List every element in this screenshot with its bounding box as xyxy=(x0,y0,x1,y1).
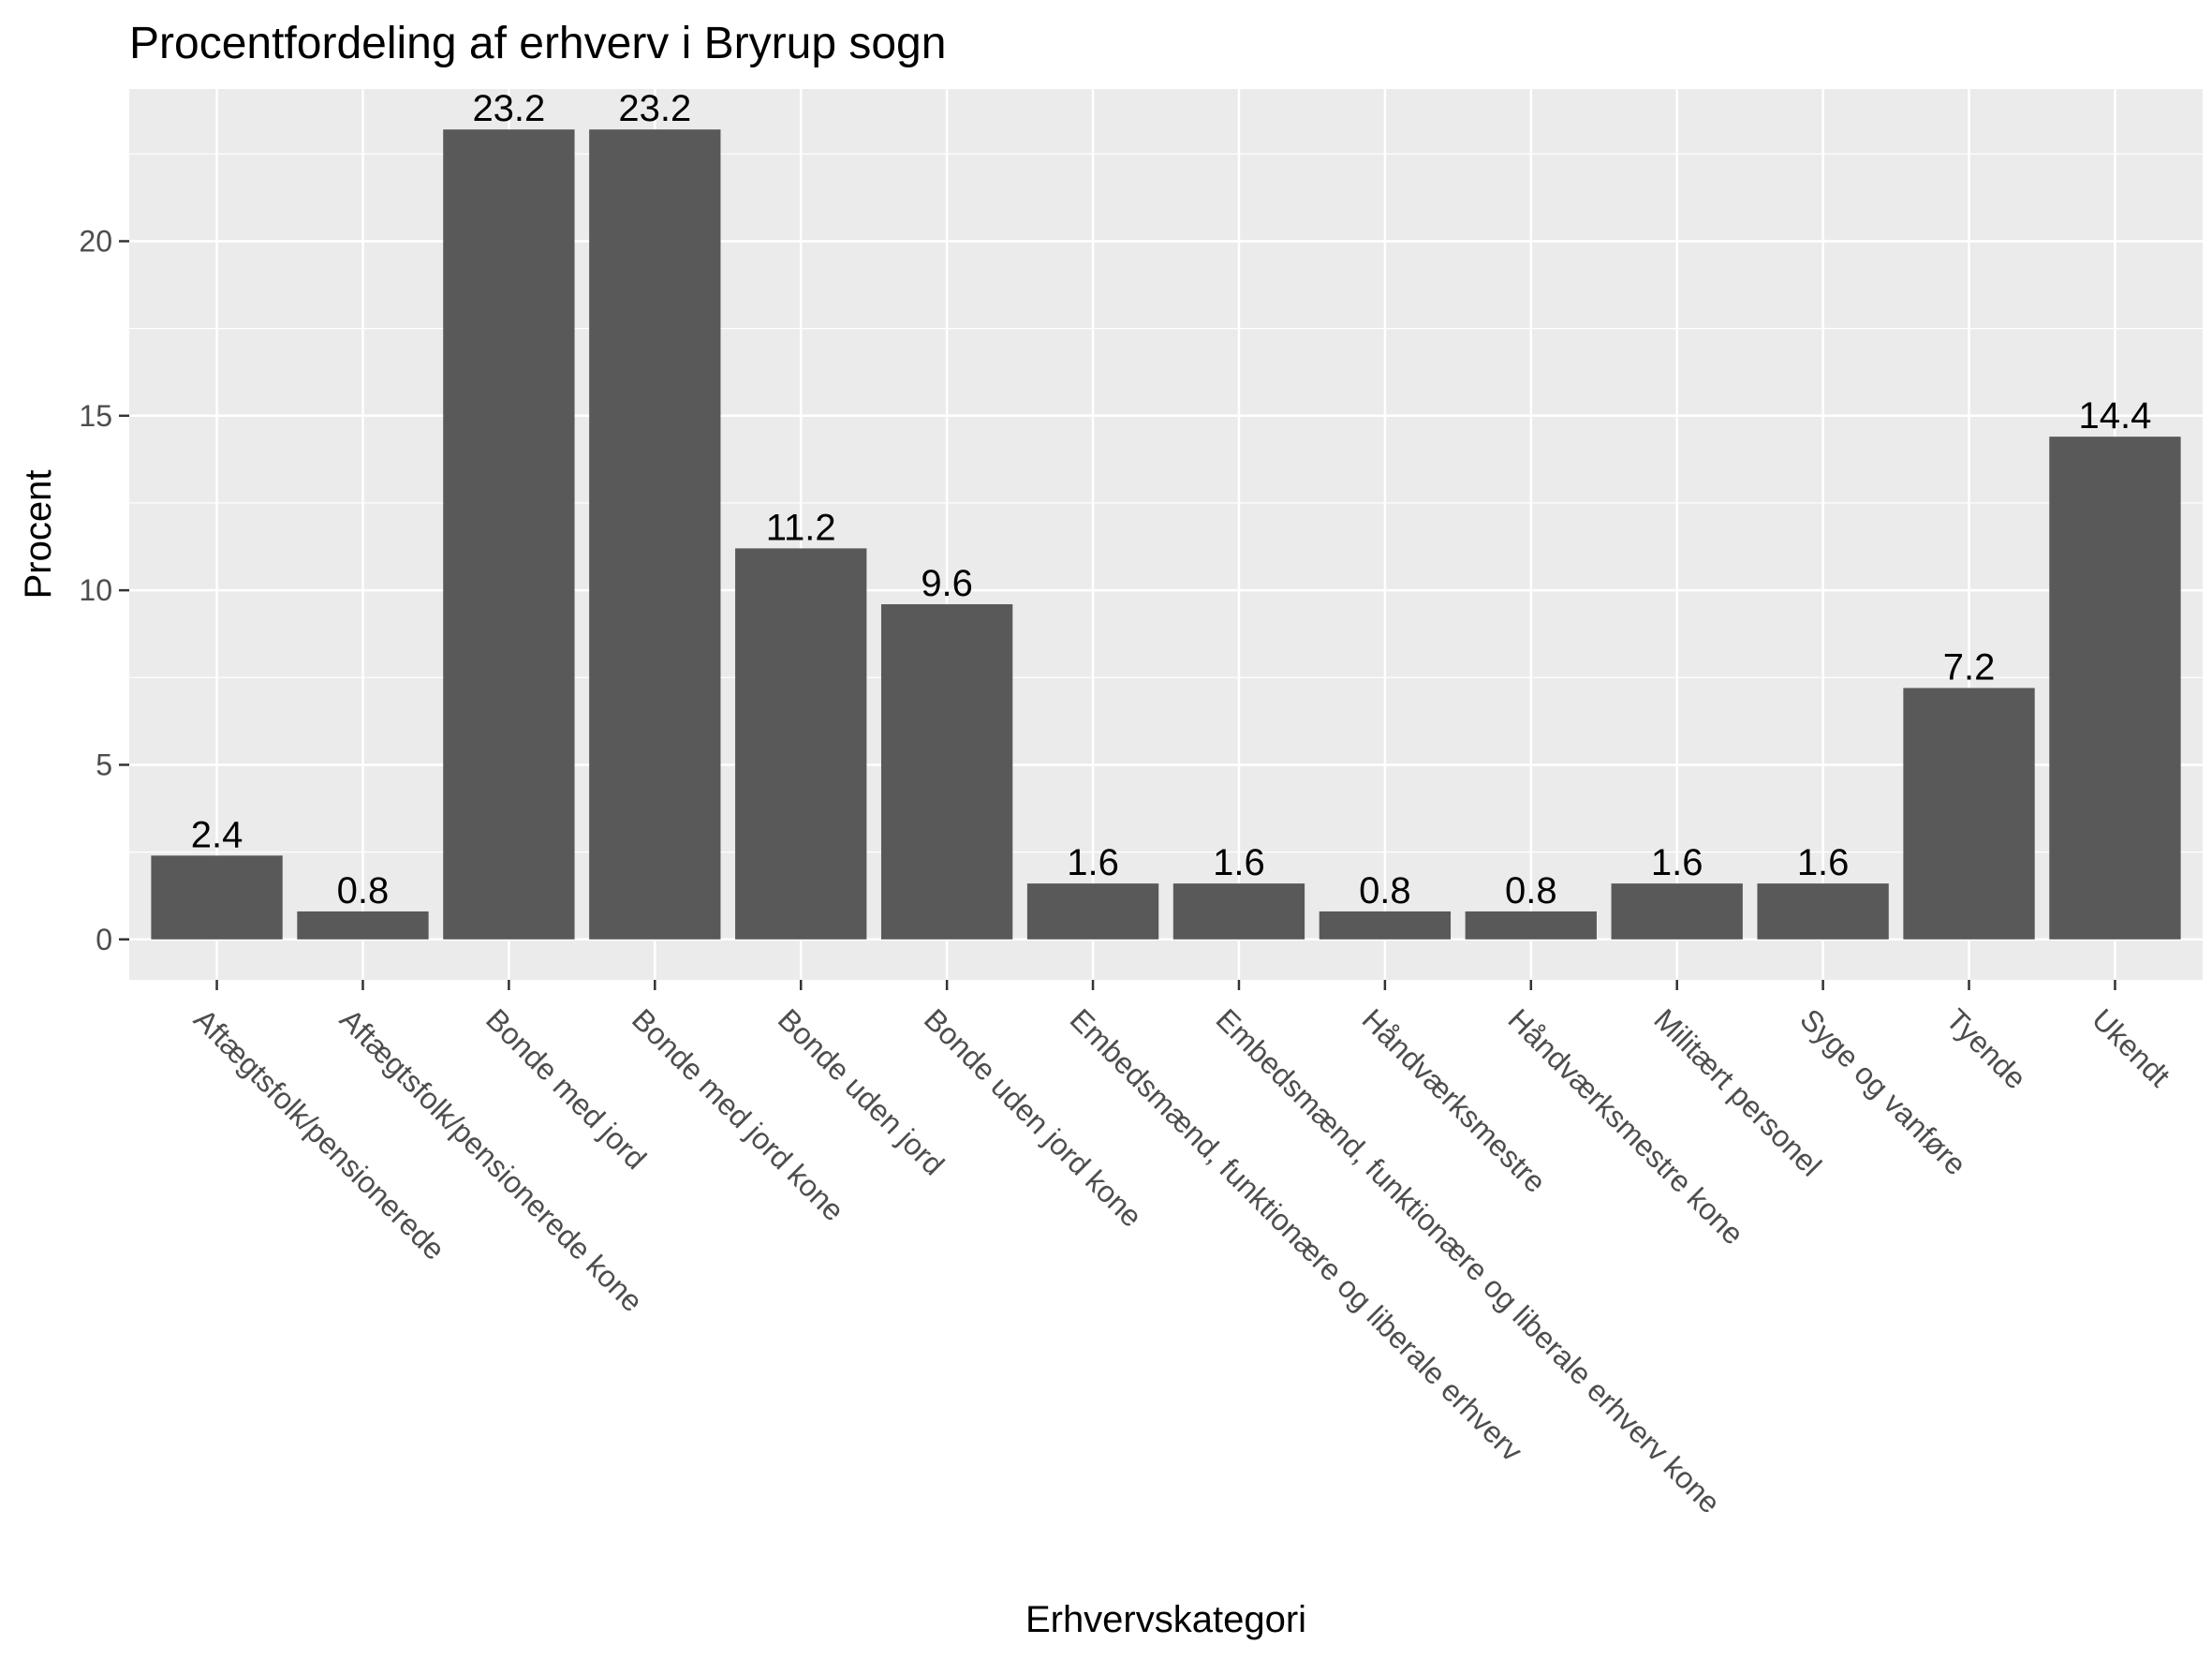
data-label: 1.6 xyxy=(1797,842,1850,883)
bar xyxy=(1026,883,1159,940)
bar xyxy=(297,911,429,940)
y-tick-label: 0 xyxy=(96,923,112,956)
bar xyxy=(1611,883,1743,940)
bar xyxy=(1319,911,1452,940)
data-label: 0.8 xyxy=(1505,870,1557,911)
data-label: 14.4 xyxy=(2079,395,2152,437)
x-axis: Aftægtsfolk/pensioneredeAftægtsfolk/pens… xyxy=(187,980,2176,1519)
data-label: 23.2 xyxy=(618,88,691,129)
y-tick-label: 10 xyxy=(79,573,112,607)
y-tick-label: 20 xyxy=(79,224,112,258)
bar xyxy=(151,855,283,940)
y-tick-label: 15 xyxy=(79,399,112,433)
y-tick-label: 5 xyxy=(96,748,112,781)
bar xyxy=(1465,911,1597,940)
x-tick-label: Tyende xyxy=(1939,1002,2033,1096)
bars xyxy=(151,129,2181,940)
data-label: 9.6 xyxy=(921,563,973,604)
data-label: 2.4 xyxy=(191,814,243,855)
y-axis: 0 5 10 15 20 xyxy=(79,224,129,956)
data-label: 1.6 xyxy=(1067,842,1119,883)
bar xyxy=(1172,883,1305,940)
bar xyxy=(1757,883,1889,940)
x-axis-title: Erhvervskategori xyxy=(1025,1599,1306,1640)
bar xyxy=(1903,688,2035,940)
x-tick-label: Ukendt xyxy=(2086,1002,2176,1093)
data-label: 7.2 xyxy=(1943,646,1996,688)
data-label: 1.6 xyxy=(1213,842,1265,883)
y-axis-title: Procent xyxy=(18,470,59,600)
bar xyxy=(2049,437,2181,940)
data-labels: 2.4 0.8 23.2 23.2 11.2 9.6 1.6 1.6 0.8 0.8 1.6 1.6 7… xyxy=(191,88,2152,911)
x-tick-label: Aftægtsfolk/pensionerede kone xyxy=(333,1002,649,1318)
plot-panel xyxy=(129,89,2203,980)
bar xyxy=(589,129,721,940)
data-label: 11.2 xyxy=(766,507,836,548)
data-label: 23.2 xyxy=(472,88,545,129)
x-tick-label: Embedsmænd, funktionære og liberale erhv… xyxy=(1210,1002,1727,1519)
bar xyxy=(443,129,575,940)
bar xyxy=(735,548,867,940)
data-label: 0.8 xyxy=(1359,870,1411,911)
bar xyxy=(880,604,1013,940)
chart-title: Procentfordeling af erhverv i Bryrup sog… xyxy=(129,19,946,68)
data-label: 0.8 xyxy=(337,870,390,911)
x-tick-label: Håndværksmestre kone xyxy=(1501,1002,1750,1252)
x-tick-label: Aftægtsfolk/pensionerede xyxy=(187,1002,451,1266)
data-label: 1.6 xyxy=(1651,842,1703,883)
